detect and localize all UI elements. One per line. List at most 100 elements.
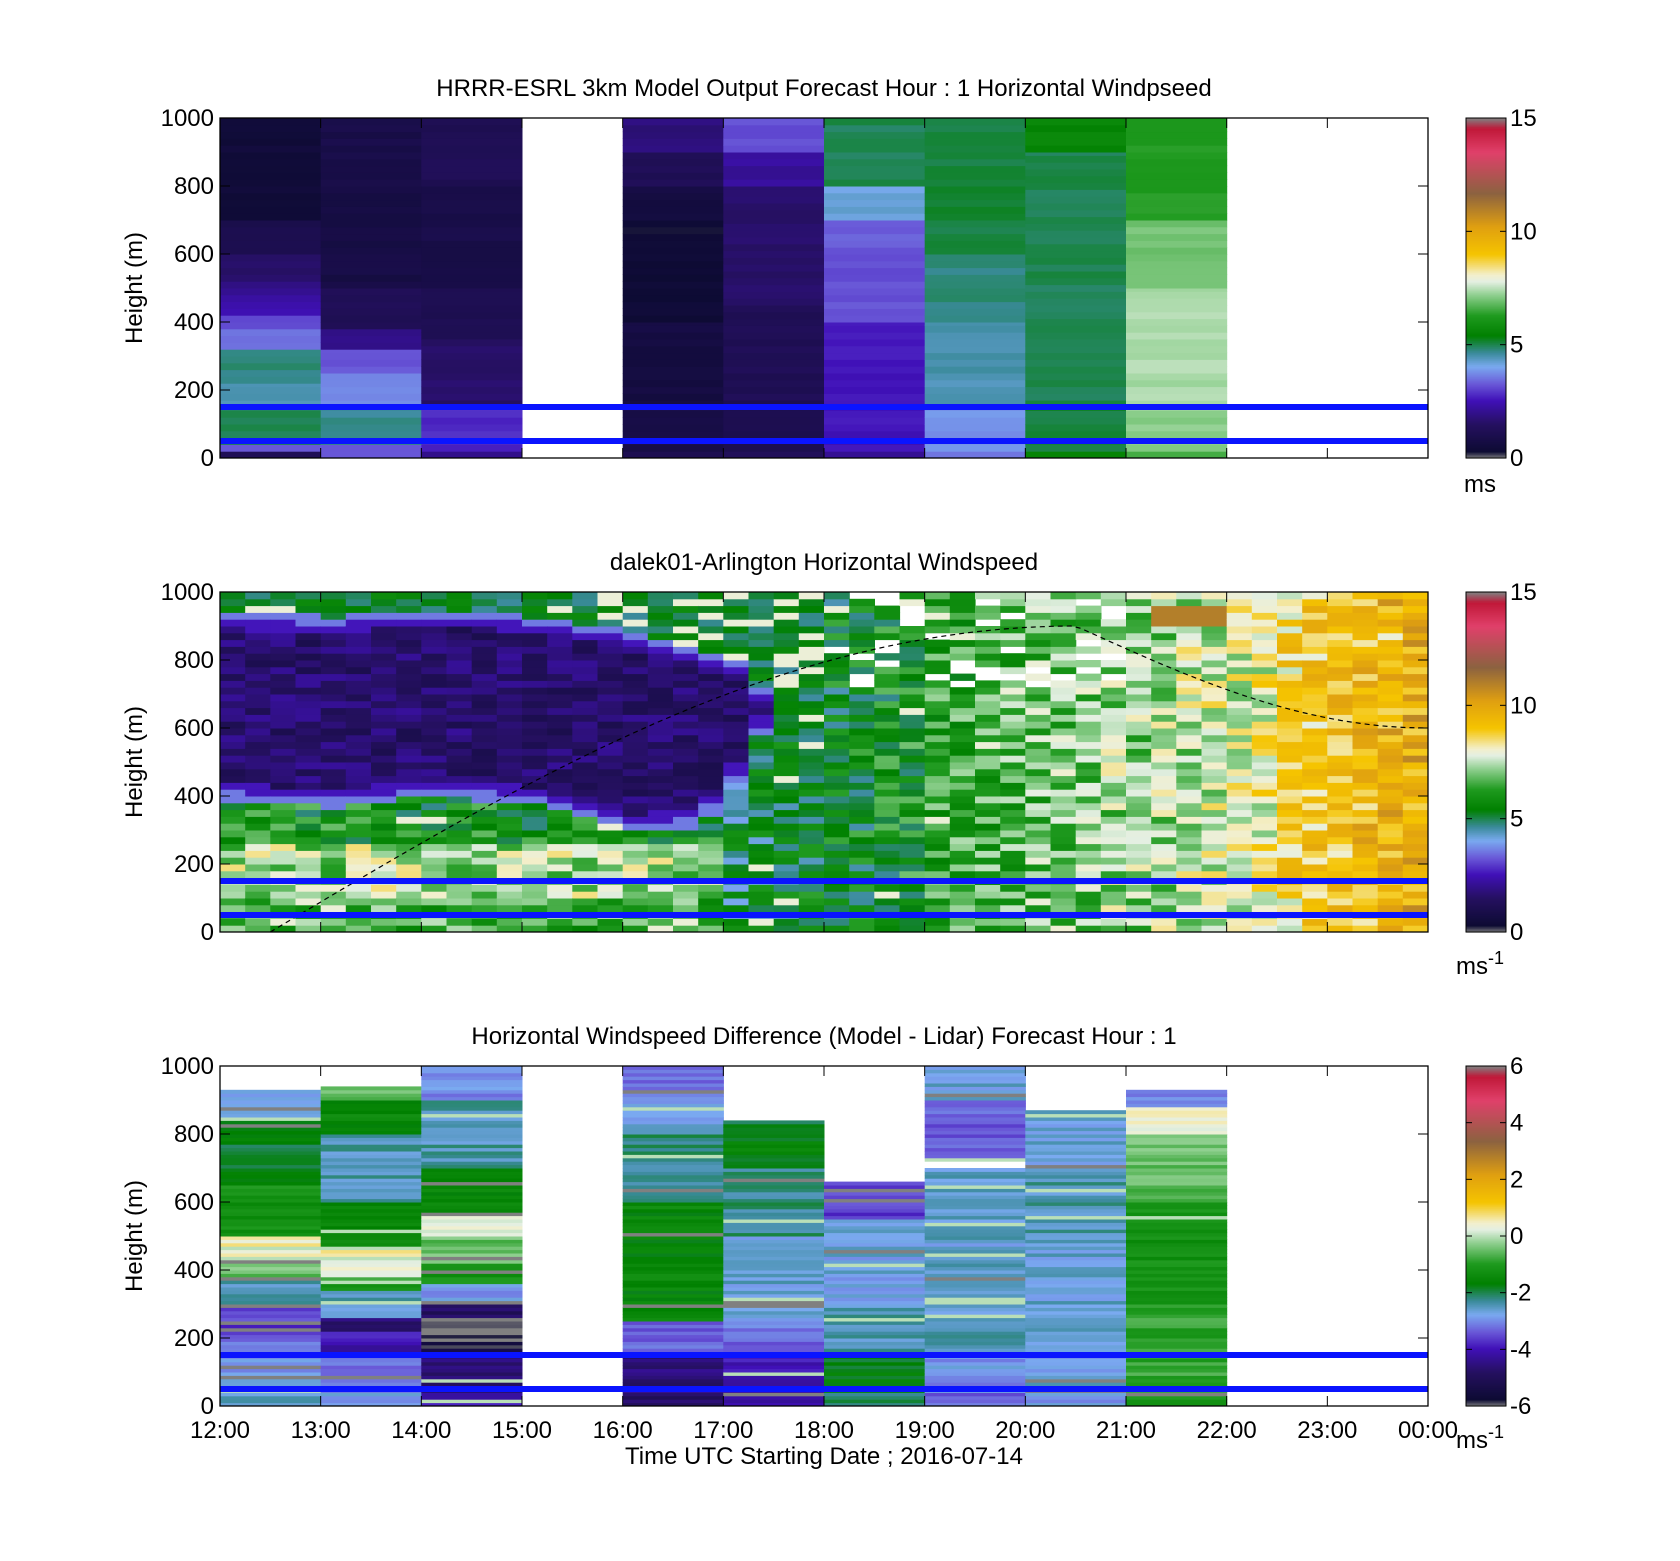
heat-cell [1025,1154,1127,1159]
heat-cell [899,857,926,865]
heat-cell [698,741,724,749]
heat-cell [698,619,724,627]
heat-cell [1025,271,1127,279]
colorbar-swatch [1466,1264,1506,1267]
heat-cell [975,904,1001,913]
heat-cell [1151,789,1177,797]
colorbar-swatch [1466,762,1506,765]
heat-cell [622,1293,724,1298]
heat-cell [1050,823,1077,831]
heat-cell [1402,809,1428,817]
heat-cell [622,1256,724,1261]
colorbar-swatch [1466,1400,1506,1403]
heat-cell [924,315,1026,323]
heat-cell [924,598,951,607]
colorbar-swatch [1466,648,1506,651]
heat-cell [496,619,523,627]
heat-cell [748,598,775,607]
heat-cell [622,1072,724,1077]
heat-cell [220,612,246,620]
heat-cell [1126,124,1228,133]
heat-cell [1000,700,1026,709]
heat-cell [320,301,422,309]
heat-cell [320,660,347,668]
heat-cell [1050,680,1077,688]
heat-cell [622,1106,724,1111]
heat-cell [975,775,1001,783]
panel-difference-ylabel: Height (m) [121,1180,148,1292]
heat-cell [597,904,624,913]
heat-cell [1025,755,1052,763]
colorbar-swatch [1466,856,1506,859]
heat-cell [924,1382,1026,1387]
heat-cell [748,843,775,851]
heat-cell [924,775,951,783]
heat-cell [1000,904,1026,913]
heat-cell [270,694,297,702]
heat-cell [824,260,926,269]
heat-cell [396,660,422,668]
heat-cell [1402,857,1428,865]
colorbar-swatch [1466,170,1506,173]
heat-cell [1226,653,1253,661]
heat-cell [1302,728,1328,736]
heat-cell [1126,653,1152,661]
heat-cell [924,802,951,811]
heat-cell [345,891,372,899]
colorbar-tick-label: 0 [1510,445,1523,472]
heat-cell [245,816,271,824]
heat-cell [421,898,448,906]
heat-cell [1176,762,1203,770]
colorbar-swatch [1466,606,1506,609]
heat-cell [295,830,322,838]
heat-cell [622,274,724,282]
heat-cell [421,1178,523,1183]
heat-cell [1025,1402,1127,1406]
heat-cell [446,857,473,865]
heat-cell [673,660,699,668]
heat-cell [723,1314,825,1319]
heat-cell [295,843,322,851]
heat-cell [245,612,271,620]
heat-cell [1277,592,1303,600]
heat-cell [622,206,724,214]
heat-cell [421,721,448,729]
heat-cell [421,288,523,292]
heat-cell [220,1372,322,1376]
heat-cell [723,1120,825,1125]
heat-cell [723,1293,825,1298]
colorbar-swatch [1466,688,1506,691]
heat-cell [622,1270,724,1274]
heat-cell [320,186,422,194]
heat-cell [1126,1110,1228,1115]
colorbar-swatch [1466,442,1506,445]
heat-cell [421,816,448,824]
heat-cell [1352,836,1379,845]
colorbar-swatch [1466,820,1506,823]
heat-cell [949,836,976,845]
heat-cell [647,741,674,749]
heat-cell [723,666,750,675]
heat-cell [824,1368,926,1373]
heat-cell [924,1242,1026,1247]
heat-cell [924,1083,1026,1087]
colorbar-swatch [1466,758,1506,761]
heat-cell [1025,1232,1127,1237]
heat-cell [1126,1157,1228,1162]
heat-cell [220,1208,322,1213]
heat-cell [1226,741,1253,749]
heat-cell [421,345,523,354]
heat-cell [371,891,397,899]
heat-cell [673,775,699,783]
heat-cell [748,660,775,668]
heat-cell [1302,762,1328,770]
heat-cell [245,775,271,783]
heat-cell [1100,632,1127,641]
heat-cell [1251,782,1278,790]
heat-cell [1126,748,1152,756]
heat-cell [723,298,825,306]
panel-lidar-title: dalek01-Arlington Horizontal Windspeed [610,549,1038,576]
heat-cell [522,626,548,634]
heat-cell [421,660,448,668]
heat-cell [547,891,573,899]
